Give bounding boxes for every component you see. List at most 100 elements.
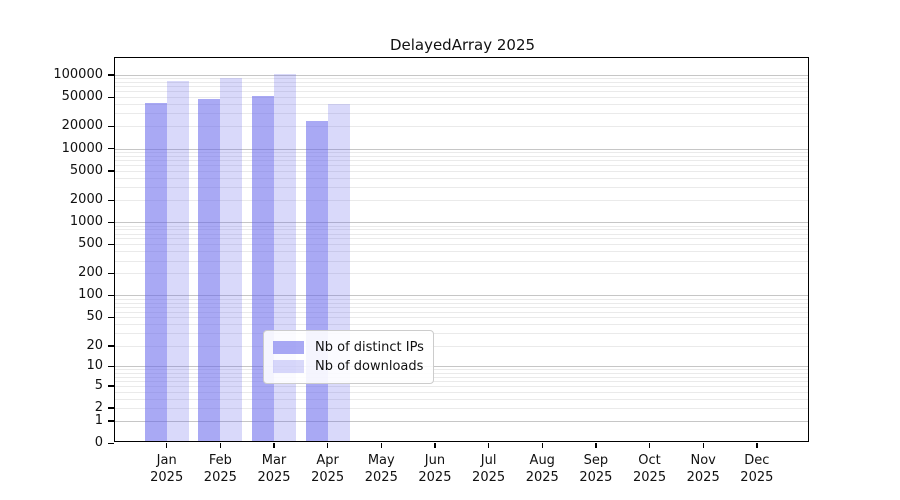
y-tick-mark bbox=[108, 170, 114, 172]
gridline bbox=[115, 155, 808, 157]
gridline bbox=[115, 251, 808, 253]
bar-distinct-ips bbox=[144, 103, 167, 441]
y-tick-label: 20000 bbox=[61, 118, 103, 134]
gridline bbox=[115, 369, 808, 371]
legend-item-distinct-ips: Nb of distinct IPs bbox=[273, 338, 424, 357]
gridline bbox=[115, 177, 808, 179]
y-tick-label: 2000 bbox=[69, 192, 103, 208]
y-tick-mark bbox=[108, 365, 114, 368]
gridline bbox=[115, 333, 808, 335]
gridline bbox=[115, 295, 808, 297]
y-tick-mark bbox=[108, 74, 114, 76]
y-tick-mark bbox=[108, 125, 114, 128]
gridline bbox=[115, 311, 808, 313]
legend-swatch-downloads bbox=[273, 360, 304, 373]
gridline bbox=[115, 260, 808, 262]
x-tick-label: Mar 2025 bbox=[257, 453, 291, 485]
bar-distinct-ips bbox=[305, 121, 328, 441]
gridline bbox=[115, 306, 808, 308]
gridline bbox=[115, 302, 808, 304]
y-tick-label: 1 bbox=[94, 412, 103, 428]
bar-downloads bbox=[274, 73, 296, 441]
legend-item-downloads: Nb of downloads bbox=[273, 357, 424, 376]
gridline bbox=[115, 148, 808, 150]
gridline bbox=[115, 317, 808, 319]
y-tick-label: 100 bbox=[78, 287, 103, 303]
bar-distinct-ips bbox=[198, 98, 221, 441]
x-tick-mark bbox=[434, 443, 436, 448]
y-tick-label: 10000 bbox=[61, 140, 103, 156]
gridline bbox=[115, 113, 808, 115]
gridline bbox=[115, 233, 808, 235]
bar-downloads bbox=[166, 81, 189, 441]
x-tick-mark bbox=[756, 443, 758, 448]
y-tick-label: 50 bbox=[86, 309, 103, 325]
gridline bbox=[115, 97, 808, 99]
x-tick-mark bbox=[380, 443, 382, 448]
x-tick-label: Nov 2025 bbox=[686, 453, 720, 485]
gridline bbox=[115, 298, 808, 300]
y-tick-label: 0 bbox=[94, 435, 103, 450]
plot-area: 0 1 2 5 10 20 50 100 200 500 1000 2000 5000 10000 2000… bbox=[53, 57, 809, 485]
gridline bbox=[115, 170, 808, 172]
gridline bbox=[115, 86, 808, 88]
y-tick-mark bbox=[108, 345, 114, 347]
bar-distinct-ips bbox=[252, 96, 274, 441]
gridline bbox=[115, 376, 808, 378]
gridline bbox=[115, 200, 808, 202]
y-tick-mark bbox=[108, 148, 114, 150]
x-tick-label: Feb 2025 bbox=[203, 453, 237, 485]
y-tick-mark bbox=[108, 420, 114, 422]
gridline bbox=[115, 385, 808, 387]
gridline bbox=[115, 164, 808, 166]
x-tick-mark bbox=[648, 443, 651, 448]
gridline bbox=[115, 126, 808, 128]
x-tick-mark bbox=[541, 443, 543, 448]
legend: Nb of distinct IPs Nb of downloads bbox=[263, 330, 434, 384]
gridline bbox=[115, 244, 808, 246]
x-tick-label: Sep 2025 bbox=[579, 453, 613, 485]
x-tick-label: Aug 2025 bbox=[525, 453, 559, 485]
gridline bbox=[115, 78, 808, 80]
x-tick-label: Jan 2025 bbox=[150, 453, 184, 485]
y-tick-mark bbox=[108, 243, 114, 246]
bar-downloads bbox=[220, 78, 243, 441]
gridline bbox=[115, 82, 808, 84]
legend-label-downloads: Nb of downloads bbox=[315, 359, 424, 374]
y-tick-label: 1000 bbox=[69, 214, 103, 230]
x-tick-label: Jul 2025 bbox=[472, 453, 506, 485]
x-tick-mark bbox=[166, 443, 168, 448]
y-tick-mark bbox=[108, 407, 114, 409]
gridline bbox=[115, 91, 808, 93]
y-tick-label: 500 bbox=[78, 236, 103, 252]
legend-swatch-distinct-ips bbox=[273, 341, 304, 354]
y-tick-mark bbox=[108, 385, 114, 387]
x-tick-mark bbox=[273, 443, 275, 448]
gridline bbox=[115, 324, 808, 326]
bar-downloads bbox=[327, 103, 350, 441]
chart-title: DelayedArray 2025 bbox=[389, 36, 536, 54]
y-tick-mark bbox=[108, 221, 114, 224]
gridline bbox=[115, 229, 808, 231]
gridline bbox=[115, 407, 808, 409]
gridline bbox=[115, 151, 808, 153]
legend-label-distinct-ips: Nb of distinct IPs bbox=[315, 340, 424, 355]
x-tick-mark bbox=[487, 443, 490, 448]
gridline bbox=[115, 74, 808, 76]
y-tick-mark bbox=[108, 316, 114, 319]
x-tick-mark bbox=[702, 443, 704, 448]
gridline bbox=[115, 159, 808, 161]
x-tick-label: Oct 2025 bbox=[633, 453, 667, 485]
y-tick-mark bbox=[108, 442, 114, 444]
y-tick-mark bbox=[108, 294, 114, 297]
gridline bbox=[115, 391, 808, 393]
y-tick-mark bbox=[108, 272, 114, 275]
x-tick-mark bbox=[595, 443, 597, 448]
gridline bbox=[115, 420, 808, 422]
gridline bbox=[115, 398, 808, 400]
x-tick-label: May 2025 bbox=[364, 453, 398, 485]
gridline bbox=[115, 366, 808, 368]
y-tick-label: 5000 bbox=[69, 162, 103, 178]
gridline bbox=[115, 380, 808, 382]
